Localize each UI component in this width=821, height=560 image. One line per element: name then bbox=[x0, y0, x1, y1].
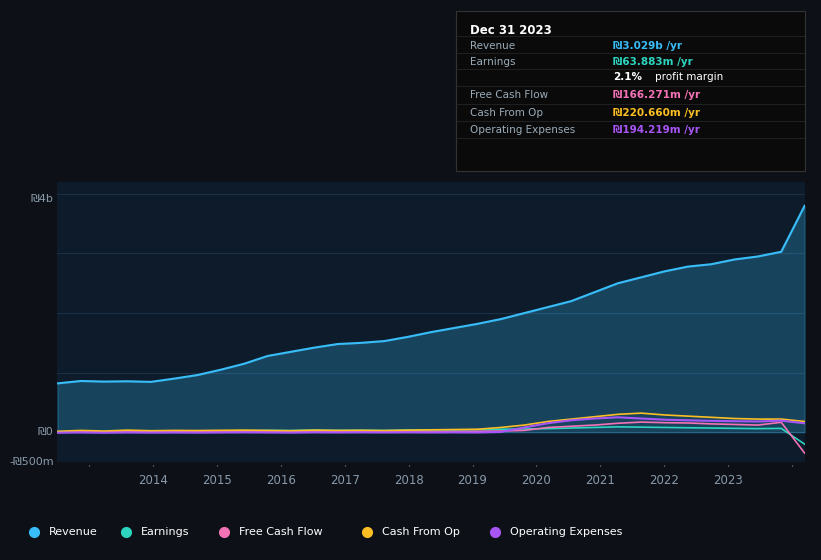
Text: ₪220.660m /yr: ₪220.660m /yr bbox=[612, 108, 699, 118]
Text: ₪63.883m /yr: ₪63.883m /yr bbox=[612, 57, 692, 67]
Text: Earnings: Earnings bbox=[140, 527, 189, 537]
Text: ₪4b: ₪4b bbox=[31, 194, 53, 204]
Text: 2.1%: 2.1% bbox=[612, 72, 642, 82]
Text: Operating Expenses: Operating Expenses bbox=[510, 527, 622, 537]
Text: 2019: 2019 bbox=[457, 474, 488, 487]
Text: 2017: 2017 bbox=[330, 474, 360, 487]
Text: Dec 31 2023: Dec 31 2023 bbox=[470, 24, 552, 37]
Text: 2014: 2014 bbox=[138, 474, 168, 487]
FancyBboxPatch shape bbox=[456, 11, 805, 171]
Text: ₪166.271m /yr: ₪166.271m /yr bbox=[612, 90, 699, 100]
Text: 2022: 2022 bbox=[649, 474, 679, 487]
Text: ₪0: ₪0 bbox=[38, 427, 53, 437]
Text: 2020: 2020 bbox=[521, 474, 551, 487]
Text: Free Cash Flow: Free Cash Flow bbox=[239, 527, 323, 537]
Text: Operating Expenses: Operating Expenses bbox=[470, 125, 575, 135]
Text: Free Cash Flow: Free Cash Flow bbox=[470, 90, 548, 100]
Text: 2018: 2018 bbox=[394, 474, 424, 487]
Text: Cash From Op: Cash From Op bbox=[382, 527, 460, 537]
Text: 2023: 2023 bbox=[713, 474, 743, 487]
Text: profit margin: profit margin bbox=[654, 72, 722, 82]
Text: 2021: 2021 bbox=[585, 474, 615, 487]
Text: Revenue: Revenue bbox=[470, 40, 515, 50]
Text: Earnings: Earnings bbox=[470, 57, 515, 67]
Text: -₪500m: -₪500m bbox=[9, 457, 53, 467]
Text: ₪194.219m /yr: ₪194.219m /yr bbox=[612, 125, 699, 135]
Text: 2016: 2016 bbox=[266, 474, 296, 487]
Text: Cash From Op: Cash From Op bbox=[470, 108, 543, 118]
Text: Revenue: Revenue bbox=[49, 527, 98, 537]
Text: 2015: 2015 bbox=[202, 474, 232, 487]
Text: ₪3.029b /yr: ₪3.029b /yr bbox=[612, 40, 681, 50]
